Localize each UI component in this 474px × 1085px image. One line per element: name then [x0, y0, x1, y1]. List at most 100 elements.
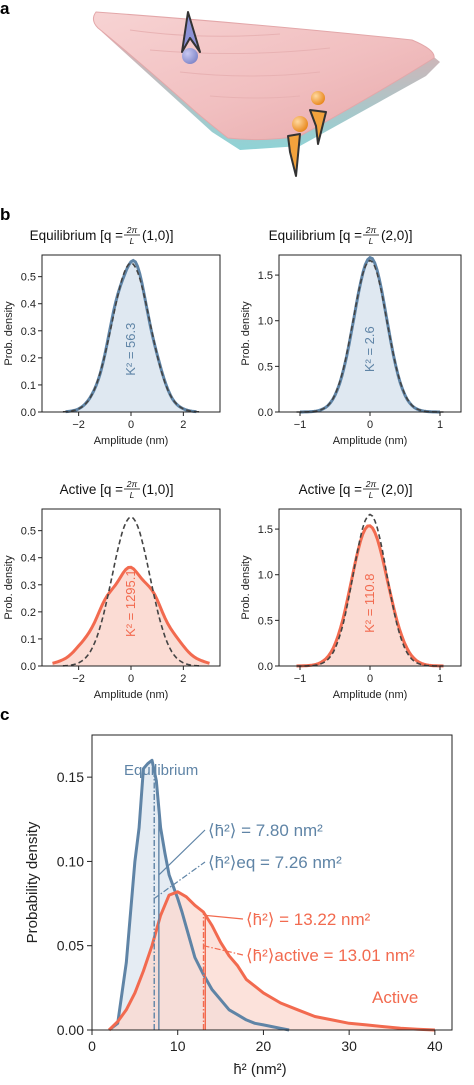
series-line-gaussian	[62, 262, 200, 413]
x-tick-label: 1	[437, 673, 443, 685]
y-tick-label: 0.00	[57, 1022, 84, 1038]
series-label-active: Active	[372, 988, 418, 1007]
y-tick-label: 0.1	[21, 634, 36, 646]
x-tick-label: 0	[367, 419, 373, 431]
mean-label-eq: ⟨h̄²⟩ = 7.80 nm²	[208, 821, 323, 840]
title-fraction-denominator: L	[130, 236, 135, 246]
blue-bead	[182, 48, 198, 64]
y-tick-label: 0.05	[57, 938, 84, 954]
y-axis-label: Probability density	[24, 821, 41, 943]
plot-active-q20: Active [q = 2πL (2,0)] K² = 110.8 0.0 0.5 1.…	[240, 479, 462, 701]
membrane-wrinkles	[129, 29, 331, 99]
series-line-gaussian	[296, 259, 444, 413]
leader-eq-mean	[158, 829, 206, 876]
y-tick-label: 0.3	[21, 326, 36, 338]
y-axis-label: Prob. density	[3, 301, 15, 366]
plot-active-q10: Active [q = 2πL (1,0)] K² = 1295.1 0.0 0.1 0…	[3, 479, 221, 701]
mean-label-eq-eq: ⟨h̄²⟩eq = 7.26 nm²	[208, 853, 342, 872]
y-tick-label: 0.2	[21, 607, 36, 619]
series-line-measured	[52, 565, 210, 665]
x-tick-label: 0	[128, 419, 134, 431]
plot-title-suffix: (2,0)]	[381, 228, 413, 243]
y-tick-label: 0.4	[21, 553, 36, 565]
series-label-equilibrium: Equilibrium	[124, 762, 198, 779]
x-axis-label: Amplitude (nm)	[94, 435, 169, 447]
series-line-measured	[296, 524, 444, 668]
plot-title-prefix: Equilibrium [q =	[30, 228, 124, 243]
y-tick-label: 1.5	[258, 524, 273, 536]
blue-arrow-icon	[181, 11, 201, 53]
y-tick-label: 0.5	[258, 615, 273, 627]
x-tick-label: 40	[427, 1038, 443, 1054]
series-line-equilibrium	[108, 758, 290, 1032]
x-tick-label: −2	[72, 673, 85, 685]
title-fraction-numerator: 2π	[126, 225, 138, 235]
panel-letter-b: b	[0, 205, 10, 224]
x-tick-label: 30	[341, 1038, 357, 1054]
series-fill-active	[109, 891, 435, 1030]
series-line-gaussian	[62, 516, 200, 667]
kappa-annotation: K² = 56.3	[123, 323, 138, 376]
orange-arrow-icon-left	[287, 133, 301, 177]
leader-act-mean-active	[203, 945, 244, 956]
plot-title-prefix: Active [q =	[299, 482, 363, 497]
x-tick-label: 20	[256, 1038, 272, 1054]
kappa-annotation: K² = 110.8	[362, 574, 377, 633]
y-tick-label: 0.5	[21, 526, 36, 538]
mean-label-act-active: ⟨h̄²⟩active = 13.01 nm²	[246, 946, 415, 965]
x-tick-label: 10	[170, 1038, 186, 1054]
x-axis-label: Amplitude (nm)	[333, 689, 408, 701]
y-tick-label: 1.0	[258, 570, 273, 582]
series-fill-measured	[65, 260, 197, 412]
y-axis-label: Prob. density	[240, 301, 252, 366]
plot-frame	[91, 734, 453, 1031]
y-tick-label: 0.5	[21, 272, 36, 284]
series-line-active	[108, 890, 435, 1032]
leader-eq-mean-eq	[153, 861, 206, 900]
x-axis-label: Amplitude (nm)	[94, 689, 169, 701]
title-fraction-numerator: 2π	[365, 225, 377, 235]
y-tick-label: 0.1	[21, 380, 36, 392]
title-fraction-numerator: 2π	[365, 479, 377, 489]
y-tick-label: 0.4	[21, 299, 36, 311]
x-tick-label: −1	[294, 419, 307, 431]
title-fraction-denominator: L	[369, 490, 374, 500]
x-tick-label: −2	[72, 419, 85, 431]
title-fraction-denominator: L	[130, 490, 135, 500]
kappa-annotation: K² = 1295.1	[123, 569, 138, 637]
y-tick-label: 0.2	[21, 353, 36, 365]
y-tick-label: 0.3	[21, 580, 36, 592]
plot-title-prefix: Equilibrium [q =	[269, 228, 363, 243]
orange-bead-lower	[292, 116, 308, 132]
y-tick-label: 0.0	[258, 407, 273, 419]
x-tick-label: −1	[294, 673, 307, 685]
x-tick-label: 0	[128, 673, 134, 685]
x-tick-label: 1	[437, 419, 443, 431]
plot-equilibrium-q20: Equilibrium [q = 2πL (2,0)] K² = 2.6 0.0 0.…	[240, 225, 462, 447]
y-tick-label: 0.0	[258, 661, 273, 673]
series-fill-measured	[300, 257, 440, 412]
series-line-gaussian	[296, 513, 444, 667]
panel-letter-c: c	[0, 705, 9, 724]
orange-bead-upper	[311, 91, 325, 105]
orange-arrow-icon-right	[309, 109, 327, 145]
y-tick-label: 0.10	[57, 853, 84, 869]
x-tick-label: 0	[88, 1038, 96, 1054]
plot-h2-distribution: Equilibrium Active ⟨h̄²⟩ = 7.80 nm² ⟨h̄²⟩eq…	[24, 734, 453, 1078]
plot-title-suffix: (2,0)]	[381, 482, 413, 497]
y-tick-label: 1.5	[258, 270, 273, 282]
title-fraction-denominator: L	[369, 236, 374, 246]
y-tick-label: 1.0	[258, 316, 273, 328]
x-tick-label: 0	[367, 673, 373, 685]
y-tick-label: 0.0	[21, 407, 36, 419]
leader-act-mean	[205, 914, 244, 920]
y-axis-label: Prob. density	[3, 555, 15, 620]
membrane-illustration	[92, 11, 440, 177]
y-tick-label: 0.15	[57, 769, 84, 785]
plot-equilibrium-q10: Equilibrium [q = 2πL (1,0)] K² = 56.3 0.0 0…	[3, 225, 221, 447]
x-tick-label: 2	[180, 673, 186, 685]
plot-title-prefix: Active [q =	[60, 482, 124, 497]
mean-label-act: ⟨h̄²⟩ = 13.22 nm²	[246, 910, 371, 929]
panel-letter-a: a	[0, 0, 10, 18]
